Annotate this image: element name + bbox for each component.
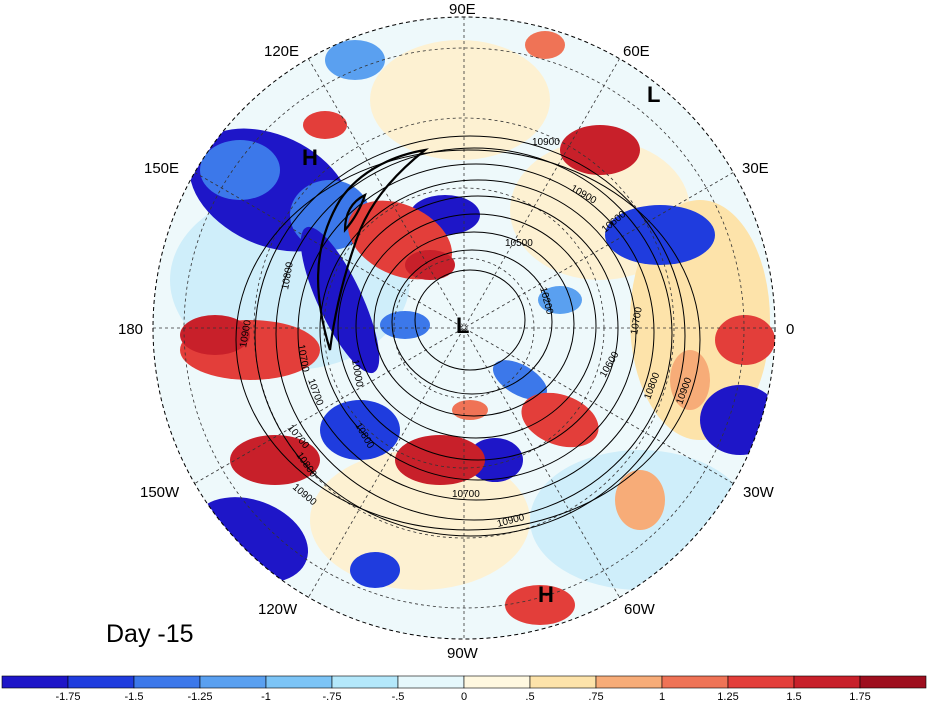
colorbar-swatch: [463, 675, 531, 689]
contour-label: 10900: [238, 319, 254, 349]
colorbar-tick-label: -1.25: [187, 691, 212, 702]
low-pressure-marker: L: [456, 313, 469, 338]
high-pressure-marker: H: [302, 145, 318, 170]
contour-label: 10800: [280, 261, 296, 291]
colorbar-swatch: [595, 675, 663, 689]
colorbar-swatch: [265, 675, 333, 689]
jet-contours: [316, 148, 429, 351]
longitude-label-120w: 120W: [258, 601, 298, 618]
longitude-label-60e: 60E: [623, 43, 650, 60]
colorbar-swatch: [727, 675, 795, 689]
colorbar-swatch: [331, 675, 399, 689]
longitude-label-180: 180: [118, 321, 143, 338]
colorbar-swatch: [199, 675, 267, 689]
longitude-labels: 90E 120E 60E 150E 30E 180 0 150W 30W 120…: [118, 1, 794, 662]
contour-label: 10700: [452, 489, 480, 500]
longitude-label-120e: 120E: [264, 43, 299, 60]
contour-label: 10900: [532, 137, 560, 148]
geopotential-contours: [235, 135, 701, 537]
colorbar-swatch: [793, 675, 861, 689]
colorbar-tick-label: 1.75: [849, 691, 870, 702]
longitude-label-60w: 60W: [624, 601, 656, 618]
colorbar-tick-label: -1.75: [55, 691, 80, 702]
colorbar-swatch: [133, 675, 201, 689]
contour-label: 10700: [629, 306, 645, 336]
colorbar-swatch: [529, 675, 597, 689]
high-pressure-marker: H: [538, 582, 554, 607]
longitude-label-30w: 30W: [743, 484, 775, 501]
map-boundary: [152, 16, 776, 640]
panel-day-label: Day -15: [106, 620, 194, 648]
colorbar-tick-label: -1: [261, 691, 271, 702]
colorbar-tick-label: .5: [525, 691, 534, 702]
longitude-label-150w: 150W: [140, 484, 180, 501]
pressure-centers: L L H H: [302, 82, 660, 607]
colorbar-tick-label: 1.5: [786, 691, 801, 702]
colorbar-tick-label: 1: [659, 691, 665, 702]
contour-label: 10000: [349, 359, 365, 389]
colorbar-tick-label: .75: [588, 691, 603, 702]
colorbar: -1.75 -1.5 -1.25 -1 -.75 -.5 0 .5 .75 1 1.25 1.5 1.7…: [1, 675, 927, 702]
colorbar-tick-label: -1.5: [125, 691, 144, 702]
colorbar-tick-label: -.75: [323, 691, 342, 702]
contour-label: 10500: [505, 238, 533, 249]
colorbar-swatch: [1, 675, 69, 689]
colorbar-tick-label: 0: [461, 691, 467, 702]
colorbar-swatch: [661, 675, 729, 689]
colorbar-swatch: [397, 675, 465, 689]
colorbar-swatch: [67, 675, 135, 689]
colorbar-tick-label: 1.25: [717, 691, 738, 702]
colorbar-swatch: [859, 675, 927, 689]
longitude-label-90e: 90E: [449, 1, 476, 18]
colorbar-tick-label: -.5: [392, 691, 405, 702]
longitude-label-0: 0: [786, 321, 794, 338]
contour-label: 10700: [295, 344, 311, 374]
low-pressure-marker: L: [647, 82, 660, 107]
longitude-label-30e: 30E: [742, 160, 769, 177]
longitude-label-90w: 90W: [447, 645, 479, 662]
longitude-label-150e: 150E: [144, 160, 179, 177]
